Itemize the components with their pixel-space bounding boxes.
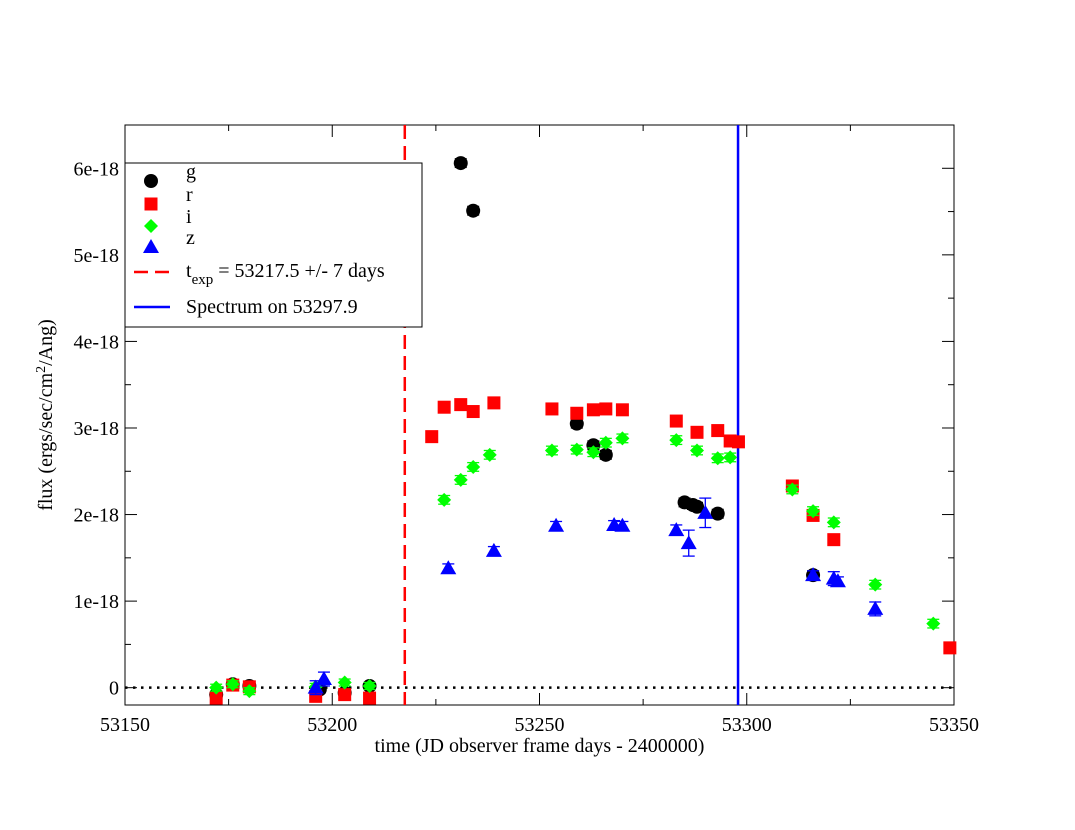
point-r: [669, 414, 683, 428]
point-i: [225, 677, 240, 692]
legend-label-g: g: [186, 161, 196, 183]
legend-marker-r: [144, 197, 158, 211]
y-tick-label: 0: [109, 678, 119, 700]
point-i: [615, 431, 630, 446]
y-tick-label: 1e-18: [73, 591, 119, 613]
point-i: [723, 450, 738, 465]
legend-label-texp-rest: = 53217.5 +/- 7 days: [213, 260, 385, 282]
point-r: [363, 691, 377, 705]
point-z: [867, 600, 884, 615]
legend-box: [124, 162, 423, 328]
point-z: [485, 542, 502, 557]
point-g: [569, 416, 584, 431]
y-axis-label-tail: /Ang): [35, 319, 57, 366]
point-r: [545, 402, 559, 416]
legend-label-texp: texp = 53217.5 +/- 7 days: [186, 260, 385, 288]
point-z: [548, 517, 565, 532]
point-r: [615, 403, 629, 417]
legend-label-r: r: [186, 184, 193, 206]
y-tick-label: 6e-18: [73, 158, 119, 180]
y-tick-label: 2e-18: [73, 505, 119, 527]
legend-label-spectrum: Spectrum on 53297.9: [186, 296, 358, 318]
point-i: [710, 451, 725, 466]
point-g: [453, 156, 468, 171]
point-z: [668, 522, 685, 537]
legend-marker-g: [144, 174, 158, 188]
point-r: [437, 400, 451, 414]
y-axis-label-sup: 2: [34, 366, 49, 373]
point-z: [614, 517, 631, 532]
point-r: [586, 403, 600, 417]
point-z: [440, 560, 457, 575]
point-i: [569, 442, 584, 457]
legend-marker-z: [143, 239, 159, 253]
point-i: [453, 472, 468, 487]
legend-label-z: z: [186, 227, 195, 249]
point-i: [806, 504, 821, 519]
point-g: [690, 499, 705, 514]
y-tick-label: 3e-18: [73, 418, 119, 440]
legend-label-i: i: [186, 206, 192, 228]
point-i: [690, 443, 705, 458]
y-axis-label: flux (ergs/sec/cm2/Ang): [34, 319, 58, 511]
series-i: [209, 431, 941, 699]
point-r: [690, 425, 704, 439]
point-r: [570, 406, 584, 420]
x-tick-label: 53350: [929, 714, 979, 736]
point-z: [805, 567, 822, 582]
point-i: [466, 459, 481, 474]
series-r: [209, 396, 957, 705]
point-z: [315, 671, 332, 686]
point-i: [482, 447, 497, 462]
point-r: [454, 398, 468, 412]
x-axis-label: time (JD observer frame days - 2400000): [375, 735, 705, 757]
point-i: [362, 678, 377, 693]
point-i: [826, 515, 841, 530]
x-tick-label: 53300: [722, 714, 772, 736]
point-r: [425, 430, 439, 444]
point-r: [487, 396, 501, 410]
point-r: [209, 691, 223, 705]
point-i: [437, 492, 452, 507]
x-tick-label: 53150: [100, 714, 150, 736]
point-i: [242, 684, 257, 699]
series-z: [307, 497, 884, 696]
point-z: [680, 535, 697, 550]
point-i: [926, 616, 941, 631]
point-z: [829, 573, 846, 588]
legend-marker-i: [144, 219, 158, 233]
point-i: [544, 443, 559, 458]
y-axis-label-main: flux (ergs/sec/cm: [35, 372, 57, 510]
point-i: [598, 435, 613, 450]
point-i: [337, 675, 352, 690]
point-g: [598, 447, 613, 462]
point-r: [711, 424, 725, 438]
point-g: [466, 203, 481, 218]
x-tick-label: 53250: [515, 714, 565, 736]
y-tick-label: 4e-18: [73, 331, 119, 353]
point-r: [599, 402, 613, 416]
point-i: [868, 577, 883, 592]
point-z: [697, 504, 714, 519]
point-r: [827, 533, 841, 547]
point-g: [710, 506, 725, 521]
point-r: [731, 435, 745, 449]
point-r: [338, 688, 352, 702]
legend-label-texp-t: t: [186, 260, 192, 282]
point-r: [466, 405, 480, 419]
point-i: [209, 680, 224, 695]
legend-label-texp-sub: exp: [192, 272, 214, 288]
point-i: [669, 433, 684, 448]
x-tick-label: 53200: [307, 714, 357, 736]
point-z: [307, 679, 324, 694]
y-tick-label: 5e-18: [73, 245, 119, 267]
point-i: [785, 482, 800, 497]
point-i: [586, 445, 601, 460]
point-r: [943, 641, 957, 655]
